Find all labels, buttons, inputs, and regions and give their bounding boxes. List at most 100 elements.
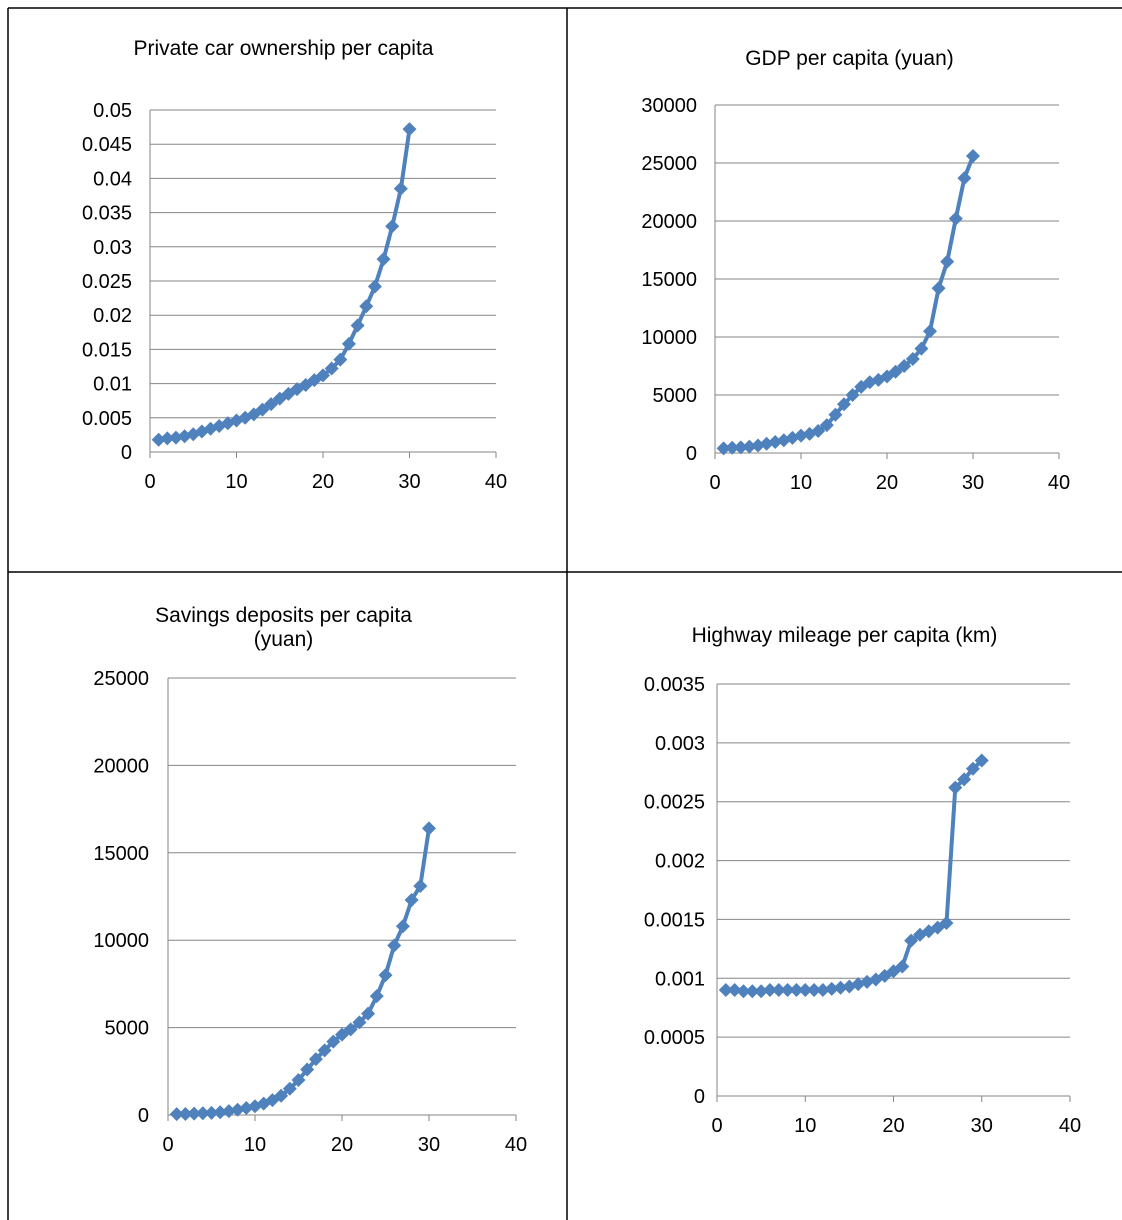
data-point-marker [195,1106,210,1121]
data-point-marker [904,933,919,948]
y-tick-label: 0 [694,1086,705,1108]
gdp-chart: GDP per capita (yuan) 0 5000 10000 15000 2000… [641,47,1070,494]
data-point-marker [341,336,356,351]
x-tick-label: 10 [790,472,812,494]
data-point-marker [837,397,851,412]
data-point-marker [974,753,989,768]
y-tick-label: 0.0005 [644,1027,705,1049]
y-tick-label: 10000 [93,930,149,952]
y-tick-label: 10000 [641,327,697,349]
data-point-marker [369,989,384,1004]
data-point-marker [742,439,757,454]
x-tick-label: 0 [144,471,155,493]
data-point-marker [367,279,382,294]
data-point-marker [833,980,848,995]
data-point-marker [807,983,822,998]
data-point-marker [160,431,175,446]
data-point-marker [780,983,795,998]
data-point-marker [851,977,866,992]
chart-title: Savings deposits per capita [155,604,412,627]
data-point-marker [359,299,374,314]
data-point-marker [387,938,402,953]
data-point-marker [317,1043,332,1058]
data-point-marker [326,1034,341,1049]
x-tick-label: 0 [162,1134,173,1156]
data-point-marker [789,983,804,998]
data-point-marker [845,388,860,402]
data-point-marker [361,1006,376,1021]
data-point-marker [811,423,826,438]
y-tick-label: 0.0025 [644,792,705,814]
highway-chart: Highway mileage per capita (km) 0 0.0005 0.… [644,624,1081,1137]
data-point-marker [274,1088,289,1103]
data-point-marker [923,324,937,339]
data-point-marker [771,983,786,998]
data-point-marker [939,915,954,930]
data-point-marker [204,1105,219,1120]
data-point-marker [376,252,391,267]
y-tick-label: 0.003 [655,733,705,755]
data-point-marker [895,959,910,974]
data-point-marker [264,397,279,412]
data-point-marker [745,984,760,999]
chart-title: (yuan) [254,628,314,651]
data-point-marker [221,1104,236,1119]
data-point-marker [178,1106,193,1121]
data-point-marker [819,418,834,433]
x-tick-label: 30 [962,472,984,494]
data-point-marker [255,402,270,417]
y-tick-label: 20000 [641,211,697,233]
data-point-marker [897,359,912,373]
data-point-marker [716,441,731,456]
data-point-marker [877,968,892,983]
y-tick-label: 0.035 [82,203,132,225]
x-tick-label: 40 [485,471,507,493]
y-tick-label: 0 [121,442,132,464]
chart-panel-gdp: GDP per capita (yuan) 0 5000 10000 15000 2000… [567,0,1122,572]
y-tick-label: 0.0035 [644,674,705,696]
x-tick-label: 40 [1048,472,1070,494]
y-tick-label: 15000 [93,843,149,865]
y-tick-label: 0.025 [82,271,132,293]
data-point-marker [957,772,972,787]
y-tick-label: 0.001 [655,968,705,990]
x-tick-label: 40 [1059,1115,1081,1137]
data-point-marker [422,821,436,836]
x-tick-label: 10 [794,1115,816,1137]
data-point-marker [718,983,733,998]
data-point-marker [815,983,830,998]
data-point-marker [871,372,886,387]
y-tick-label: 0 [138,1105,149,1127]
data-point-marker [736,984,751,999]
x-tick-label: 40 [505,1134,527,1156]
y-tick-label: 5000 [105,1018,150,1040]
data-point-marker [308,1052,323,1067]
x-tick-label: 10 [225,471,247,493]
data-point-marker [966,149,980,164]
x-tick-label: 20 [876,472,898,494]
y-tick-label: 0.05 [93,100,132,122]
data-point-marker [768,434,783,449]
chart-title: Private car ownership per capita [134,37,434,60]
y-tick-label: 0 [686,443,697,465]
x-tick-label: 30 [971,1115,993,1137]
data-point-marker [860,974,875,989]
x-tick-label: 20 [312,471,334,493]
data-point-marker [948,780,963,795]
series-line [725,759,984,994]
data-point-marker [168,430,183,445]
data-point-marker [785,430,800,445]
y-tick-label: 0.03 [93,237,132,259]
data-point-marker [316,368,330,383]
data-point-marker [888,364,903,379]
data-point-marker [333,352,348,367]
data-point-marker [940,254,955,269]
data-point-marker [413,879,428,894]
x-tick-label: 30 [398,471,420,493]
data-point-marker [948,211,963,226]
data-point-marker [352,1015,367,1030]
x-tick-label: 30 [418,1134,440,1156]
data-point-marker [965,761,980,776]
y-tick-label: 0.002 [655,851,705,873]
